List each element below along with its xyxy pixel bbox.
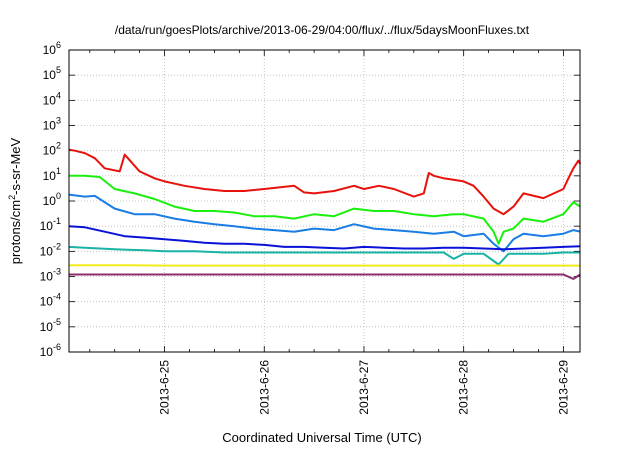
y-tick-label: 101 (43, 166, 61, 183)
x-axis-label: Coordinated Universal Time (UTC) (222, 430, 421, 445)
y-tick-label: 104 (43, 90, 61, 107)
y-tick-label: 10-3 (40, 267, 61, 284)
series-line-2 (69, 176, 581, 244)
chart-title: /data/run/goesPlots/archive/2013-06-29/0… (115, 23, 530, 37)
y-tick-label: 106 (43, 40, 61, 57)
y-tick-label: 105 (43, 65, 61, 82)
y-axis-label: protons/cm2-s-sr-MeV (7, 137, 23, 264)
series-line-3 (69, 195, 581, 252)
x-tick-label: 2013-6-26 (257, 360, 271, 415)
y-tick-label: 10-2 (40, 241, 61, 258)
x-tick-label: 2013-6-25 (158, 360, 172, 415)
y-tick-label: 10-6 (40, 342, 61, 359)
y-tick-label: 103 (43, 116, 61, 133)
x-tick-label: 2013-6-29 (556, 360, 570, 415)
y-tick-label: 10-5 (40, 317, 61, 334)
y-tick-label: 10-1 (40, 216, 61, 233)
y-tick-label: 102 (43, 141, 61, 158)
x-tick-label: 2013-6-27 (357, 360, 371, 415)
series-line-1 (69, 150, 581, 215)
x-tick-label: 2013-6-28 (457, 360, 471, 415)
y-tick-label: 100 (43, 191, 61, 208)
y-tick-label: 10-4 (40, 292, 61, 309)
